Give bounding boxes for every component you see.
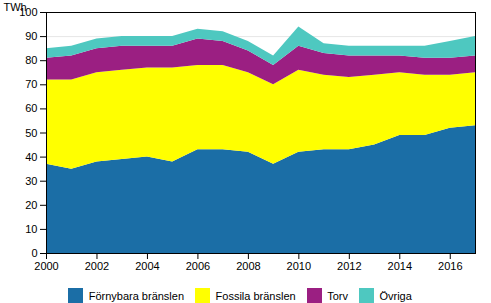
svg-text:2002: 2002 xyxy=(85,260,109,272)
svg-text:90: 90 xyxy=(25,30,37,42)
svg-text:2000: 2000 xyxy=(34,260,58,272)
svg-text:20: 20 xyxy=(25,199,37,211)
svg-text:2006: 2006 xyxy=(186,260,210,272)
svg-text:0: 0 xyxy=(31,247,37,259)
svg-text:60: 60 xyxy=(25,102,37,114)
svg-text:2016: 2016 xyxy=(438,260,462,272)
svg-text:10: 10 xyxy=(25,223,37,235)
svg-text:2010: 2010 xyxy=(287,260,311,272)
svg-text:80: 80 xyxy=(25,54,37,66)
html-text:Övriga: Övriga xyxy=(379,289,412,302)
svg-text:2008: 2008 xyxy=(236,260,260,272)
svg-text:30: 30 xyxy=(25,175,37,187)
svg-text:100: 100 xyxy=(19,6,38,18)
svg-text:70: 70 xyxy=(25,78,37,90)
html-text:Fossila bränslen: Fossila bränslen xyxy=(215,289,296,302)
html-text:Torv: Torv xyxy=(327,289,348,302)
svg-text:2004: 2004 xyxy=(135,260,159,272)
svg-text:TWh: TWh xyxy=(4,1,27,13)
html-text:Förnybara bränslen: Förnybara bränslen xyxy=(88,289,184,302)
svg-text:2012: 2012 xyxy=(337,260,361,272)
svg-text:40: 40 xyxy=(25,151,37,163)
svg-text:2014: 2014 xyxy=(388,260,412,272)
svg-text:50: 50 xyxy=(25,127,37,139)
